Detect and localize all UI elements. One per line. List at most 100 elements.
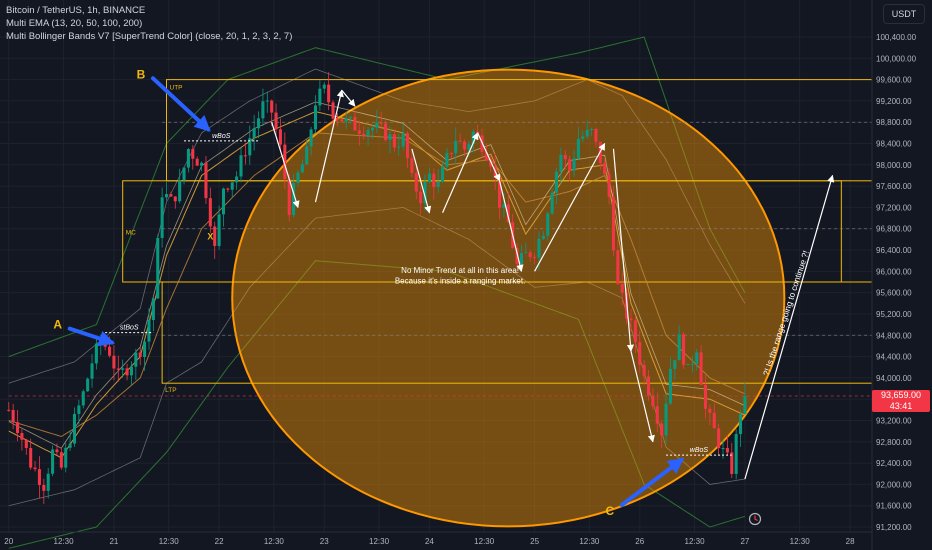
replay-icon[interactable]: [748, 512, 762, 526]
candle-body: [33, 467, 37, 470]
candle-body: [156, 237, 160, 299]
candle-body: [392, 134, 396, 148]
candle-body: [204, 162, 208, 199]
candle-body: [182, 167, 186, 181]
candle-body: [739, 414, 743, 435]
candle-body: [191, 149, 195, 159]
candle-body: [125, 368, 129, 376]
bb-upper-line: [8, 68, 746, 384]
candle-body: [129, 366, 133, 376]
candle-body: [29, 447, 33, 468]
x-tick-label: 21: [109, 537, 118, 546]
candle-body: [121, 368, 125, 370]
candle-body: [603, 163, 607, 175]
candle-body: [546, 213, 550, 236]
trend-arrow: [744, 174, 835, 480]
candle-body: [686, 364, 690, 366]
range-circle: [231, 68, 786, 528]
candle-body: [81, 391, 85, 406]
candle-body: [274, 112, 278, 130]
bos-label: wBoS: [690, 447, 709, 454]
candle-body: [94, 343, 98, 364]
trend-arrow: [477, 132, 501, 182]
y-tick-label: 92,400.00: [876, 459, 912, 468]
y-tick-label: 92,000.00: [876, 480, 912, 489]
candle-body: [59, 452, 63, 468]
candle-body: [498, 177, 502, 208]
candle-body: [186, 149, 190, 168]
bb-upper2-line: [8, 36, 746, 358]
candle-body: [248, 138, 252, 156]
candle-body: [147, 320, 151, 342]
zone-label-mc: MC: [126, 229, 136, 236]
candle-body: [432, 173, 436, 187]
candle-body: [335, 118, 339, 120]
candle-body: [436, 181, 440, 187]
candle-body: [37, 469, 41, 485]
bb-legend[interactable]: Multi Bollinger Bands V7 [SuperTrend Col…: [6, 31, 293, 42]
y-tick-label: 94,400.00: [876, 353, 912, 362]
point-label-b: B: [137, 67, 146, 81]
candle-body: [528, 252, 532, 258]
candle-body: [357, 130, 361, 134]
currency-button[interactable]: USDT: [883, 4, 925, 24]
candle-body: [72, 413, 77, 444]
candle-body: [151, 298, 155, 321]
x-tick-label: 12:30: [264, 537, 285, 546]
candle-body: [318, 88, 322, 106]
candle-body: [112, 355, 116, 369]
candle-body: [283, 144, 287, 180]
candle-body: [537, 238, 541, 258]
candle-body: [68, 443, 72, 448]
candle-body: [235, 176, 239, 183]
candle-body: [502, 204, 506, 208]
candle-body: [699, 352, 703, 385]
candle-body: [344, 118, 348, 122]
candle-body: [20, 432, 24, 440]
candle-body: [633, 320, 637, 343]
x-tick-label: 12:30: [369, 537, 390, 546]
ema-legend[interactable]: Multi EMA (13, 20, 50, 100, 200): [6, 18, 143, 29]
candle-body: [230, 182, 234, 190]
x-tick-label: 12:30: [159, 537, 180, 546]
candle-body: [313, 105, 318, 130]
candle-body: [208, 198, 212, 227]
candle-body: [445, 152, 449, 167]
x-tick-label: 27: [740, 537, 749, 546]
candle-body: [173, 196, 177, 202]
trend-arrow: [341, 89, 356, 107]
candle-body: [160, 197, 164, 238]
candle-body: [322, 84, 326, 89]
candle-body: [590, 128, 594, 130]
candle-body: [349, 117, 353, 119]
symbol-title[interactable]: Bitcoin / TetherUS, 1h, BINANCE: [6, 5, 146, 16]
candle-body: [449, 152, 453, 154]
y-tick-label: 93,200.00: [876, 416, 912, 425]
trend-arrow: [630, 351, 655, 443]
candle-body: [353, 117, 357, 131]
y-tick-label: 96,400.00: [876, 246, 912, 255]
trend-arrow: [314, 89, 344, 203]
candle-body: [524, 252, 528, 254]
candle-body: [7, 409, 11, 411]
bos-label: stBoS: [120, 325, 139, 332]
candle-body: [568, 159, 572, 171]
annotation-range-note-2: Because it's inside a ranging market.: [395, 277, 525, 286]
candle-body: [611, 196, 616, 251]
y-tick-label: 95,200.00: [876, 310, 912, 319]
y-tick-label: 100,400.00: [876, 33, 917, 42]
y-tick-label: 96,000.00: [876, 267, 912, 276]
chart-grid: [0, 0, 872, 532]
candle-body: [340, 119, 344, 122]
candle-body: [108, 346, 112, 356]
candle-body: [24, 439, 28, 448]
candle-body: [256, 118, 261, 129]
candle-body: [169, 194, 173, 197]
candle-body: [15, 422, 20, 433]
candle-body: [651, 395, 655, 407]
candle-body: [519, 253, 523, 264]
candle-body: [712, 412, 716, 429]
candle-body: [541, 235, 545, 239]
x-tick-label: 25: [530, 537, 539, 546]
